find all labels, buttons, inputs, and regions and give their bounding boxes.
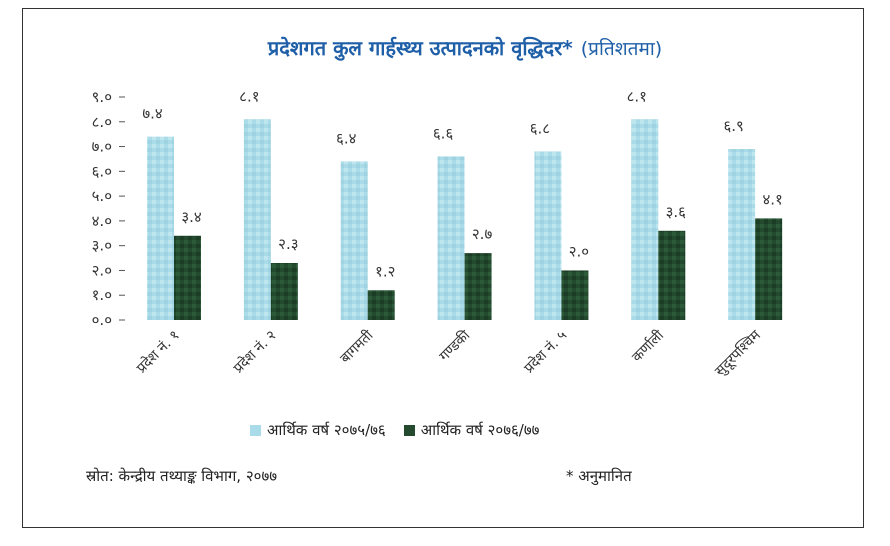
y-axis: ०.० १.० २.० ३.० ४.० ५.० ६.० ७.० ८.० ९.० xyxy=(92,88,125,329)
data-label-series-2: ३.६ xyxy=(666,203,687,221)
source-note: स्रोत: केन्द्रीय तथ्याङ्क विभाग, २०७७ xyxy=(86,467,278,485)
bar-series-2 xyxy=(561,270,589,320)
data-label-series-2: २.७ xyxy=(472,225,493,243)
y-tick-label: ४.० xyxy=(92,212,112,230)
data-labels: ७.४ ३.४ ८.१ २.३ ६.४ १.२ ६.६ २.७ ६.८ २.० ८.१ ३.६ ६.९ ४… xyxy=(142,87,783,280)
bar-series-2 xyxy=(755,218,783,320)
data-label-series-2: ४.१ xyxy=(762,190,782,208)
category-label: प्रदेश नं. ५ xyxy=(521,327,571,377)
x-axis: प्रदेश नं. १ प्रदेश नं. २ बागमती गण्डकी प्रद… xyxy=(133,326,765,380)
y-tick-label: १.० xyxy=(92,286,112,304)
y-tick-label: ९.० xyxy=(92,88,112,106)
legend-label-series-1: आर्थिक वर्ष २०७५/७६ xyxy=(267,421,386,439)
bar-series-2 xyxy=(658,230,686,320)
y-tick-label: ३.० xyxy=(92,237,112,255)
data-label-series-1: ६.९ xyxy=(723,117,743,135)
bar-series-2 xyxy=(464,253,492,320)
chart-unit: (प्रतिशतमा) xyxy=(580,38,663,60)
data-label-series-1: ७.४ xyxy=(142,105,163,123)
y-tick-label: ७.० xyxy=(92,138,112,156)
chart-title: प्रदेशगत कुल गार्हस्थ्य उत्पादनको वृद्धि… xyxy=(267,36,573,60)
legend-item-series-2: आर्थिक वर्ष २०७६/७७ xyxy=(403,420,540,440)
data-label-series-2: १.२ xyxy=(375,262,395,280)
legend-swatch-series-2 xyxy=(403,424,415,436)
y-tick-label: ८.० xyxy=(92,113,112,131)
category-label: कर्णाली xyxy=(628,327,667,366)
bar-series-1 xyxy=(243,119,271,320)
y-tick-label: ०.० xyxy=(92,311,112,329)
bar-series-1 xyxy=(728,149,756,320)
chart-title-row: प्रदेशगत कुल गार्हस्थ्य उत्पादनको वृद्धि… xyxy=(0,34,890,61)
y-tick-label: २.० xyxy=(92,261,112,279)
y-tick-label: ५.० xyxy=(92,187,112,205)
bar-series-2 xyxy=(174,235,201,320)
data-label-series-1: ८.१ xyxy=(627,87,647,105)
estimate-note: * अनुमानित xyxy=(566,467,632,485)
legend-item-series-1: आर्थिक वर्ष २०७५/७६ xyxy=(250,420,386,440)
bar-series-2 xyxy=(270,263,298,320)
data-label-series-1: ६.४ xyxy=(336,129,357,147)
category-label: बागमती xyxy=(337,327,377,367)
data-label-series-2: २.० xyxy=(569,242,589,260)
bars xyxy=(147,119,783,320)
data-label-series-2: ३.४ xyxy=(181,208,202,226)
data-label-series-1: ६.६ xyxy=(433,124,454,142)
bar-series-1 xyxy=(631,119,659,320)
bar-series-1 xyxy=(534,151,562,320)
y-tick-label: ६.० xyxy=(92,162,112,180)
category-label: प्रदेश नं. १ xyxy=(133,327,183,377)
category-label: प्रदेश नं. २ xyxy=(230,327,280,377)
legend-label-series-2: आर्थिक वर्ष २०७६/७७ xyxy=(420,421,540,439)
bar-series-2 xyxy=(367,290,395,320)
bar-series-1 xyxy=(340,161,368,320)
legend-swatch-series-1 xyxy=(250,424,261,436)
category-label: सुदूरपश्चिम xyxy=(711,326,765,380)
bar-series-1 xyxy=(147,136,174,320)
data-label-series-1: ६.८ xyxy=(530,120,550,138)
bar-series-1 xyxy=(437,156,465,320)
category-label: गण्डकी xyxy=(436,327,474,365)
data-label-series-2: २.३ xyxy=(278,235,298,253)
chart-frame xyxy=(22,8,864,528)
data-label-series-1: ८.१ xyxy=(239,87,259,105)
legend: आर्थिक वर्ष २०७५/७६ आर्थिक वर्ष २०७६/७७ xyxy=(250,420,539,440)
